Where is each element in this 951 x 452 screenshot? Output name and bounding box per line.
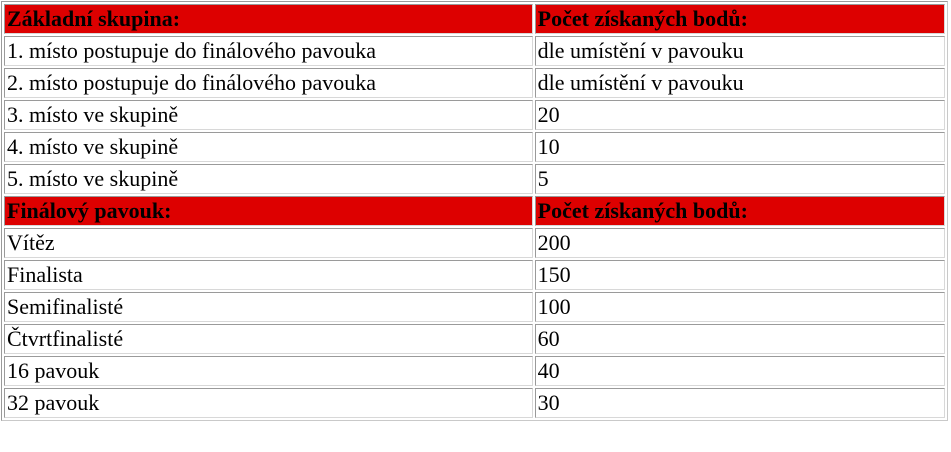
row-points: 30 <box>534 388 945 418</box>
row-label: 3. místo ve skupině <box>4 100 533 130</box>
section-header-basic-group: Základní skupina: Počet získaných bodů: <box>4 4 945 34</box>
section-header-final-bracket: Finálový pavouk: Počet získaných bodů: <box>4 196 945 226</box>
row-points: 5 <box>534 164 945 194</box>
table-row: 4. místo ve skupině 10 <box>4 132 945 162</box>
row-label: 32 pavouk <box>4 388 533 418</box>
section-title: Finálový pavouk: <box>4 196 533 226</box>
points-table: Základní skupina: Počet získaných bodů: … <box>1 1 948 421</box>
points-column-header: Počet získaných bodů: <box>534 4 945 34</box>
row-points: 100 <box>534 292 945 322</box>
row-points: 20 <box>534 100 945 130</box>
points-column-header: Počet získaných bodů: <box>534 196 945 226</box>
section-title: Základní skupina: <box>4 4 533 34</box>
row-label: Čtvrtfinalisté <box>4 324 533 354</box>
table-row: 32 pavouk 30 <box>4 388 945 418</box>
row-label: 1. místo postupuje do finálového pavouka <box>4 36 533 66</box>
table-row: Semifinalisté 100 <box>4 292 945 322</box>
row-label: 4. místo ve skupině <box>4 132 533 162</box>
row-points: 40 <box>534 356 945 386</box>
row-label: Vítěz <box>4 228 533 258</box>
table-row: 2. místo postupuje do finálového pavouka… <box>4 68 945 98</box>
row-points: 60 <box>534 324 945 354</box>
row-label: 5. místo ve skupině <box>4 164 533 194</box>
row-label: 16 pavouk <box>4 356 533 386</box>
row-label: Semifinalisté <box>4 292 533 322</box>
table-row: 5. místo ve skupině 5 <box>4 164 945 194</box>
table-row: Čtvrtfinalisté 60 <box>4 324 945 354</box>
table-row: Vítěz 200 <box>4 228 945 258</box>
row-label: Finalista <box>4 260 533 290</box>
row-points: 150 <box>534 260 945 290</box>
row-label: 2. místo postupuje do finálového pavouka <box>4 68 533 98</box>
row-points: 10 <box>534 132 945 162</box>
table-row: 16 pavouk 40 <box>4 356 945 386</box>
row-points: dle umístění v pavouku <box>534 68 945 98</box>
row-points: dle umístění v pavouku <box>534 36 945 66</box>
table-row: Finalista 150 <box>4 260 945 290</box>
row-points: 200 <box>534 228 945 258</box>
table-row: 3. místo ve skupině 20 <box>4 100 945 130</box>
table-row: 1. místo postupuje do finálového pavouka… <box>4 36 945 66</box>
